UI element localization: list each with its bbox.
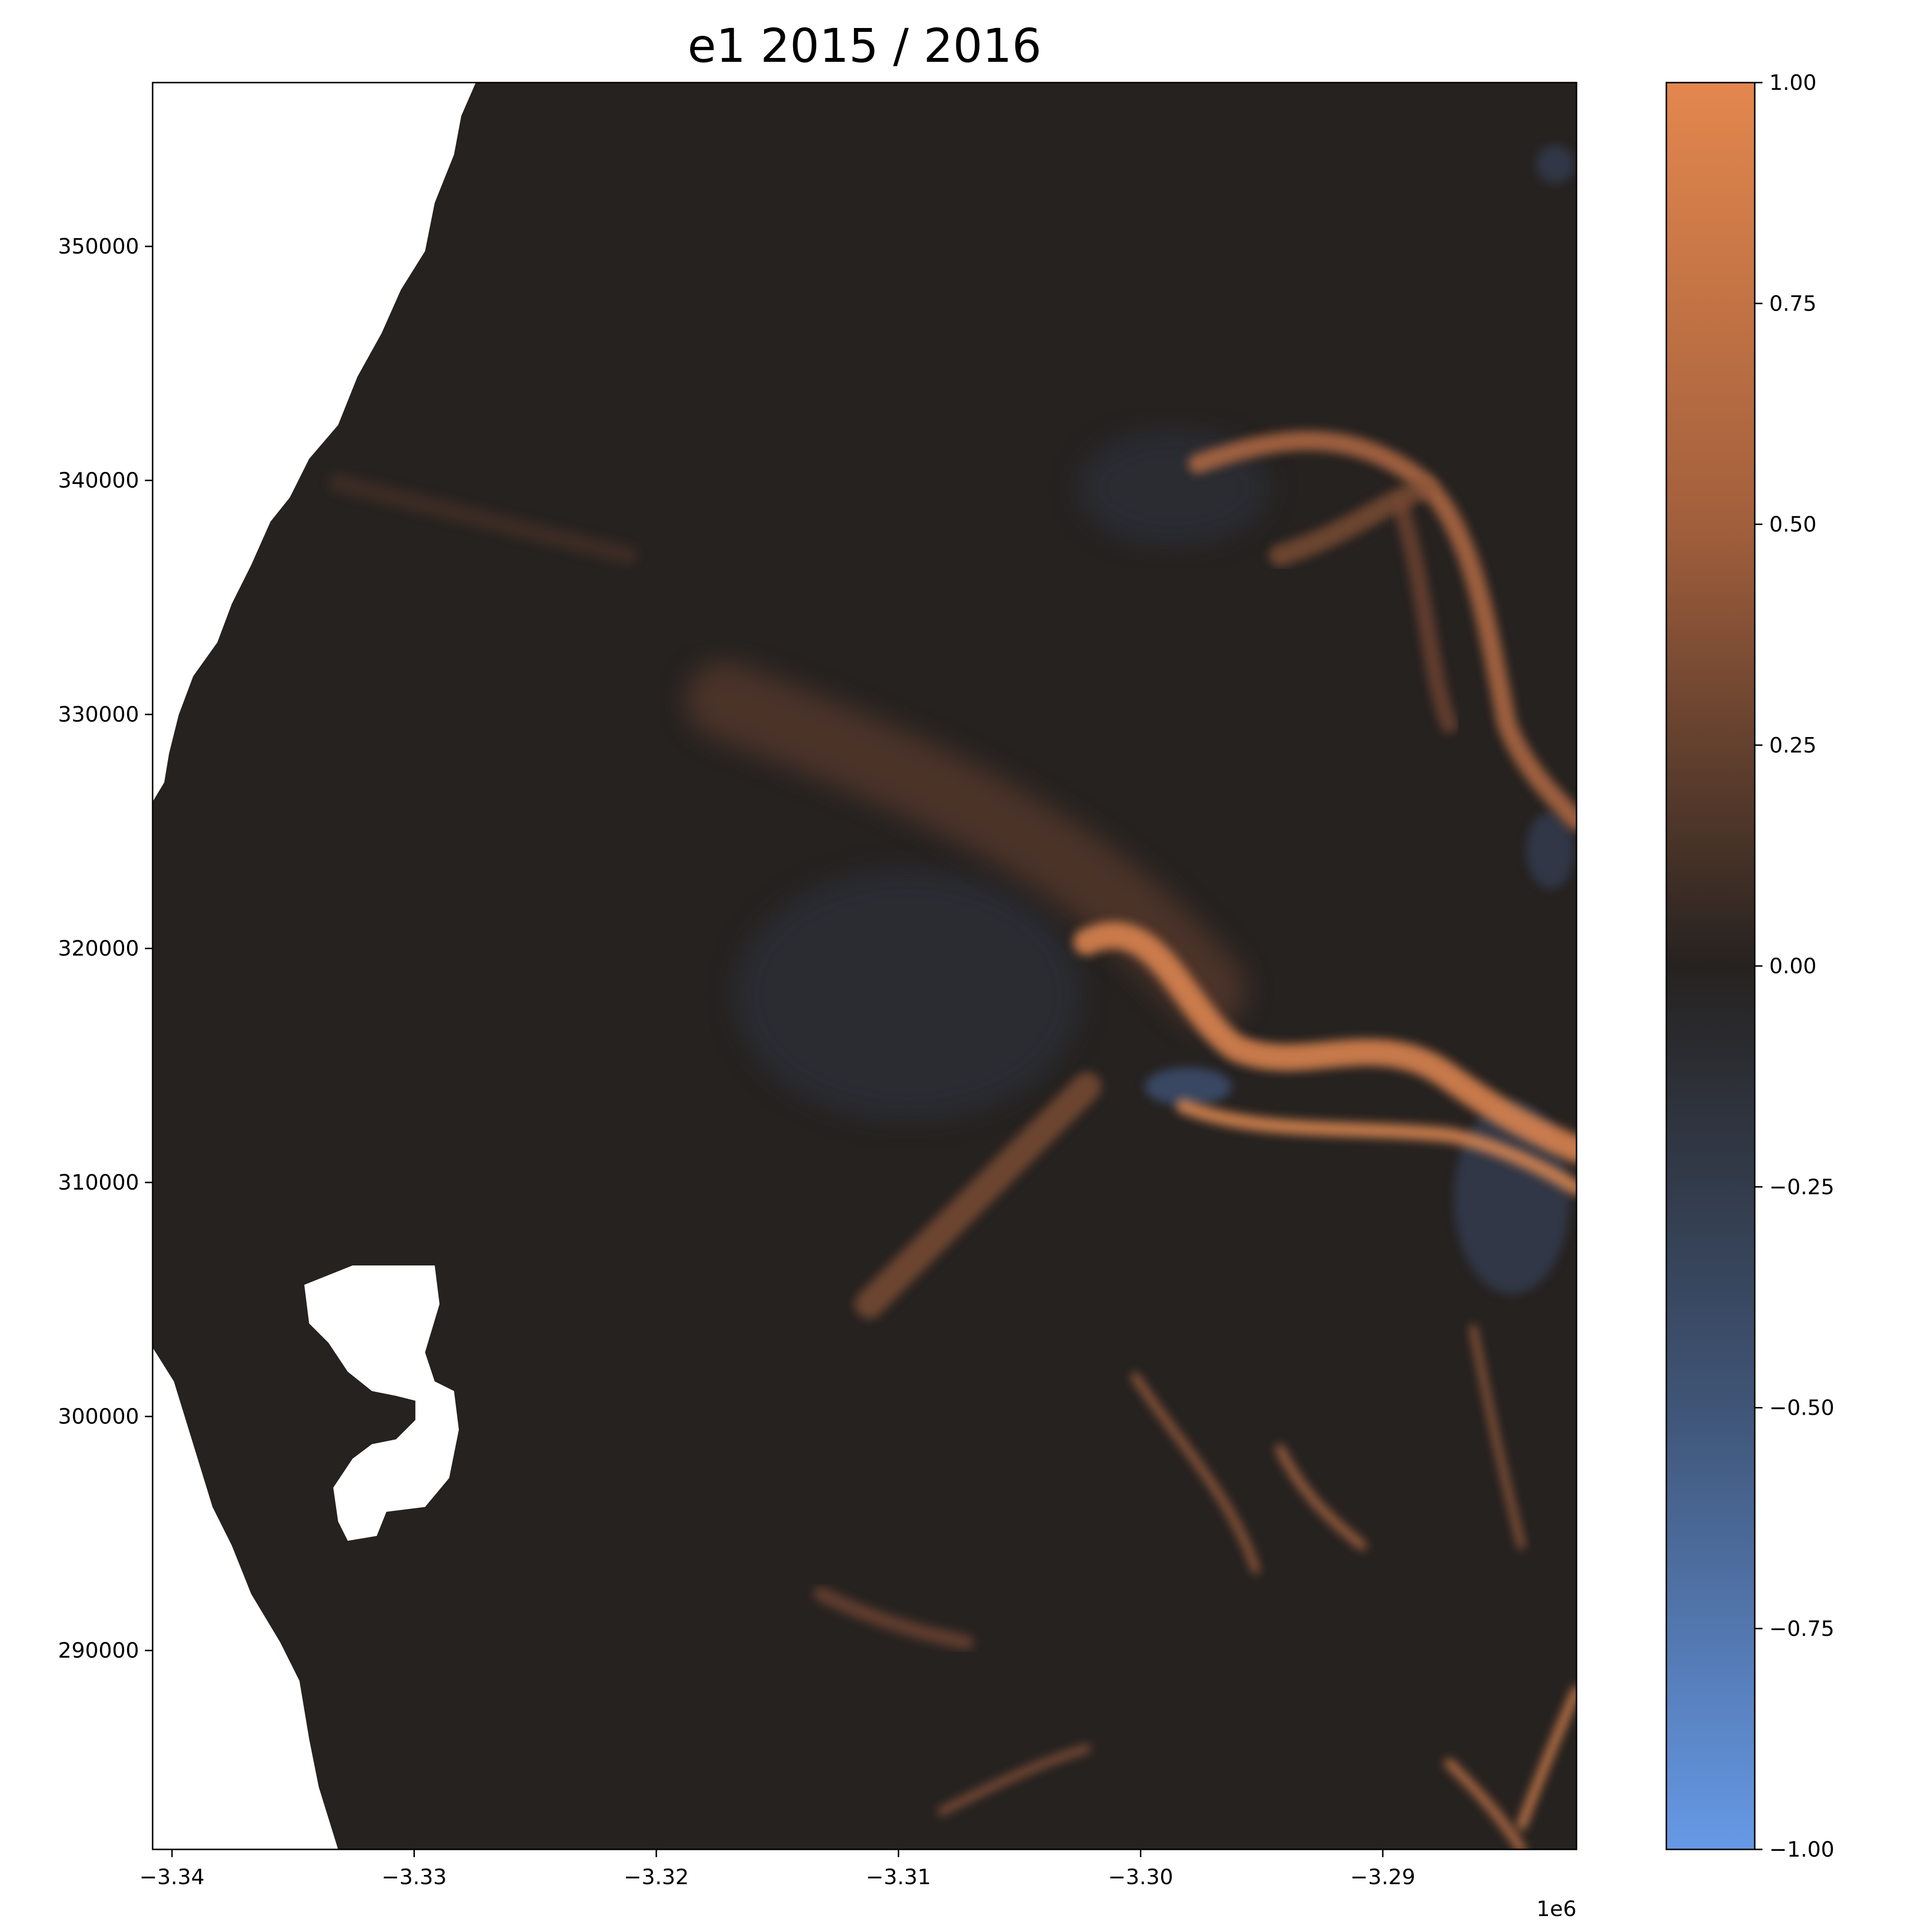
- x-tick-label: −3.29: [1350, 1865, 1415, 1889]
- x-tick-label: −3.31: [866, 1865, 931, 1889]
- y-tick-label: 320000: [58, 937, 139, 961]
- nodata-mask: [153, 83, 476, 1849]
- x-tick-label: −3.34: [140, 1865, 205, 1889]
- positive-streams: [328, 431, 1577, 1849]
- colorbar-tick-label: 0.50: [1769, 512, 1817, 537]
- x-tick-label: −3.30: [1108, 1865, 1173, 1889]
- colorbar-tick-label: −0.25: [1769, 1175, 1834, 1199]
- y-tick-label: 310000: [58, 1170, 139, 1195]
- colorbar: 1.00 0.75 0.50 0.25 0.00 −0.25 −0.50 −0.75 −1.00: [1665, 71, 1834, 1862]
- colorbar-tick-label: 0.25: [1769, 733, 1817, 758]
- x-offset-label: 1e6: [1536, 1897, 1577, 1921]
- y-tick-label: 300000: [58, 1405, 139, 1429]
- y-axis: 350000 340000 330000 320000 310000 300000 2900…: [58, 234, 153, 1663]
- colorbar-tick-label: 0.00: [1769, 954, 1817, 979]
- colorbar-tick-label: 0.75: [1769, 291, 1817, 316]
- colorbar-gradient: [1665, 82, 1756, 1850]
- colorbar-tick-label: −0.75: [1769, 1617, 1834, 1641]
- x-tick-label: −3.33: [382, 1865, 447, 1889]
- colorbar-tick-label: 1.00: [1769, 71, 1817, 95]
- plot-frame: [152, 82, 1577, 1850]
- x-axis: −3.34 −3.33 −3.32 −3.31 −3.30 −3.29: [140, 1849, 1415, 1889]
- y-tick-label: 290000: [58, 1638, 139, 1663]
- colorbar-ticks: 1.00 0.75 0.50 0.25 0.00 −0.25 −0.50 −0.75 −1.00: [1755, 71, 1834, 1862]
- y-tick-label: 330000: [58, 702, 139, 727]
- x-tick-label: −3.32: [624, 1865, 689, 1889]
- plot-area: [153, 83, 1577, 1849]
- y-tick-label: 350000: [58, 234, 139, 259]
- chart-title: e1 2015 / 2016: [688, 19, 1042, 73]
- colorbar-tick-label: −0.50: [1769, 1396, 1834, 1421]
- y-tick-label: 340000: [58, 469, 139, 493]
- colorbar-tick-label: −1.00: [1769, 1837, 1834, 1862]
